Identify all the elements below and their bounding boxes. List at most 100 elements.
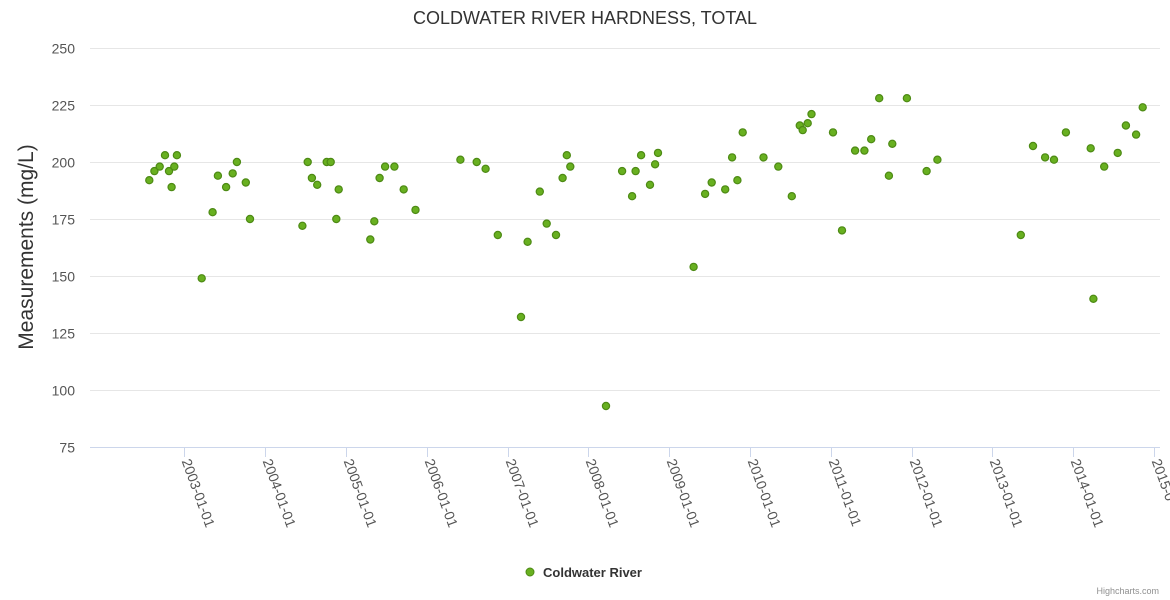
data-point[interactable] bbox=[601, 401, 611, 411]
data-point[interactable] bbox=[160, 150, 170, 160]
data-point[interactable] bbox=[241, 178, 250, 187]
data-point[interactable] bbox=[807, 109, 816, 119]
data-point[interactable] bbox=[803, 118, 812, 128]
y-tick-label: 200 bbox=[52, 155, 76, 171]
data-point[interactable] bbox=[653, 148, 663, 158]
data-point[interactable] bbox=[828, 128, 838, 137]
data-point[interactable] bbox=[481, 164, 490, 173]
data-point[interactable] bbox=[1040, 153, 1050, 162]
data-point[interactable] bbox=[721, 185, 730, 194]
data-point[interactable] bbox=[1028, 141, 1038, 151]
y-tick-label: 250 bbox=[52, 41, 76, 57]
data-point[interactable] bbox=[738, 128, 747, 137]
data-point[interactable] bbox=[523, 237, 532, 246]
data-point[interactable] bbox=[155, 162, 164, 171]
data-point[interactable] bbox=[1099, 162, 1109, 171]
data-point[interactable] bbox=[197, 274, 206, 283]
data-point[interactable] bbox=[884, 171, 894, 180]
data-point[interactable] bbox=[380, 162, 390, 171]
data-point[interactable] bbox=[1138, 103, 1147, 112]
data-point[interactable] bbox=[456, 155, 465, 164]
data-point[interactable] bbox=[562, 150, 572, 160]
data-point[interactable] bbox=[370, 217, 379, 226]
data-point[interactable] bbox=[164, 166, 174, 176]
credits[interactable]: Highcharts.com bbox=[1096, 586, 1159, 596]
data-point[interactable] bbox=[213, 171, 223, 180]
data-point[interactable] bbox=[1061, 128, 1071, 137]
data-point[interactable] bbox=[208, 207, 217, 217]
data-point[interactable] bbox=[888, 139, 897, 148]
data-point[interactable] bbox=[707, 178, 716, 187]
data-point[interactable] bbox=[375, 173, 384, 183]
data-point[interactable] bbox=[689, 262, 698, 272]
data-point[interactable] bbox=[411, 205, 420, 215]
y-tick-label: 150 bbox=[52, 269, 76, 285]
data-point[interactable] bbox=[516, 312, 526, 322]
x-tick-label: 2010-01-01 bbox=[745, 457, 785, 530]
x-tick-label: 2005-01-01 bbox=[341, 457, 381, 530]
data-point[interactable] bbox=[902, 93, 912, 103]
chart-title: COLDWATER RIVER HARDNESS, TOTAL bbox=[413, 8, 757, 28]
data-point[interactable] bbox=[472, 157, 481, 167]
data-point[interactable] bbox=[787, 191, 797, 201]
legend[interactable]: Coldwater River bbox=[525, 565, 642, 580]
data-point[interactable] bbox=[566, 162, 575, 171]
data-point[interactable] bbox=[850, 146, 860, 155]
data-point[interactable] bbox=[860, 146, 869, 155]
data-point[interactable] bbox=[366, 235, 375, 244]
data-point[interactable] bbox=[145, 175, 154, 185]
y-tick-label: 125 bbox=[52, 326, 76, 342]
data-point[interactable] bbox=[774, 162, 783, 171]
data-point[interactable] bbox=[298, 221, 307, 230]
data-point[interactable] bbox=[167, 182, 176, 192]
data-point[interactable] bbox=[172, 150, 182, 160]
data-point[interactable] bbox=[627, 191, 637, 201]
data-point[interactable] bbox=[303, 157, 312, 167]
data-point[interactable] bbox=[307, 173, 317, 183]
data-point[interactable] bbox=[245, 214, 255, 224]
data-point[interactable] bbox=[313, 180, 322, 189]
data-point[interactable] bbox=[1016, 230, 1026, 240]
data-point[interactable] bbox=[150, 166, 159, 176]
data-point[interactable] bbox=[542, 219, 551, 228]
data-point[interactable] bbox=[1121, 121, 1131, 130]
data-point[interactable] bbox=[645, 180, 655, 189]
data-point[interactable] bbox=[759, 153, 768, 162]
data-point[interactable] bbox=[1049, 155, 1059, 164]
data-point[interactable] bbox=[631, 166, 640, 176]
data-point[interactable] bbox=[867, 134, 876, 144]
data-point[interactable] bbox=[221, 182, 231, 192]
data-point[interactable] bbox=[1113, 148, 1122, 158]
data-point[interactable] bbox=[334, 185, 343, 194]
data-point[interactable] bbox=[535, 187, 545, 196]
x-tick-label: 2009-01-01 bbox=[664, 457, 704, 530]
data-point[interactable] bbox=[1086, 144, 1095, 153]
data-point[interactable] bbox=[228, 169, 237, 178]
data-point[interactable] bbox=[837, 226, 847, 235]
data-point[interactable] bbox=[390, 162, 399, 171]
y-axis: 75 100 125 150 175 200 225 250 bbox=[52, 41, 76, 456]
data-point[interactable] bbox=[551, 230, 561, 240]
data-point[interactable] bbox=[617, 166, 627, 176]
data-point[interactable] bbox=[326, 157, 335, 167]
series-coldwater-river[interactable] bbox=[145, 93, 1147, 411]
data-point[interactable] bbox=[875, 93, 884, 103]
data-point[interactable] bbox=[1089, 294, 1098, 303]
data-point[interactable] bbox=[933, 155, 942, 164]
data-point[interactable] bbox=[922, 166, 931, 176]
data-point[interactable] bbox=[493, 230, 502, 240]
data-point[interactable] bbox=[798, 125, 807, 135]
data-point[interactable] bbox=[1131, 130, 1141, 139]
x-tick-label: 2013-01-01 bbox=[987, 457, 1027, 530]
data-point[interactable] bbox=[650, 160, 660, 169]
data-point[interactable] bbox=[700, 189, 710, 199]
data-point[interactable] bbox=[332, 214, 341, 224]
data-point[interactable] bbox=[636, 150, 646, 160]
data-point[interactable] bbox=[733, 175, 742, 185]
data-point[interactable] bbox=[558, 173, 567, 183]
data-point[interactable] bbox=[399, 185, 408, 194]
legend-item-coldwater-river[interactable]: Coldwater River bbox=[543, 565, 642, 580]
data-point[interactable] bbox=[727, 153, 737, 162]
data-point[interactable] bbox=[170, 162, 179, 171]
data-point[interactable] bbox=[232, 157, 242, 167]
